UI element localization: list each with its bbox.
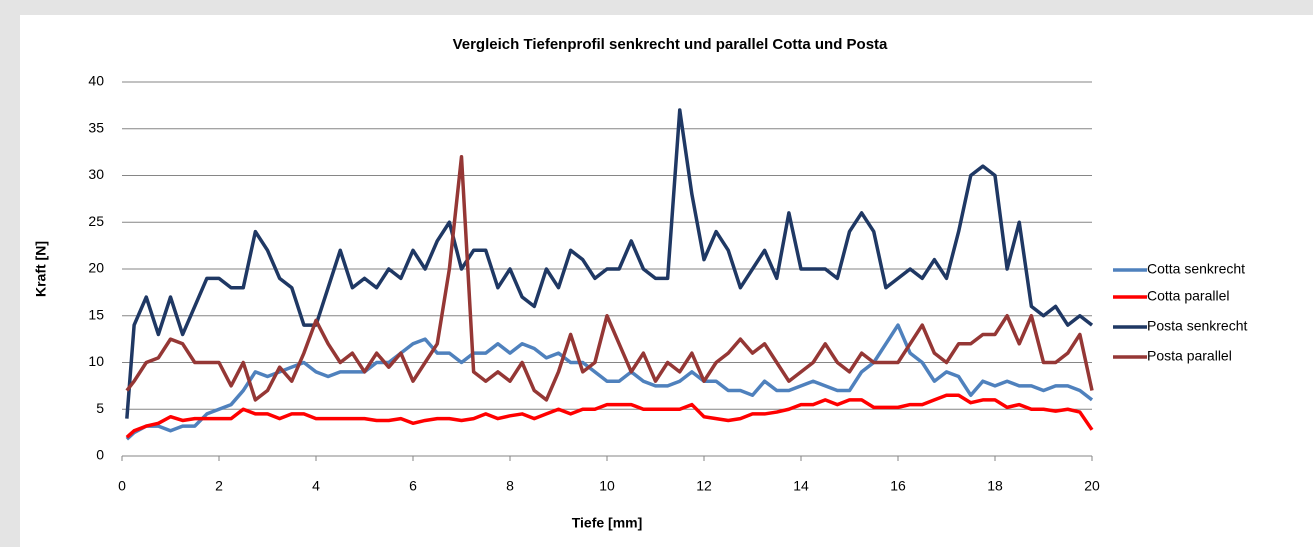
series-line xyxy=(125,108,1094,419)
x-tick-label: 14 xyxy=(793,478,809,494)
legend-label: Cotta parallel xyxy=(1147,288,1230,304)
chart-area xyxy=(20,15,1313,547)
series-line xyxy=(125,155,1094,402)
y-tick-label: 35 xyxy=(88,119,104,135)
x-tick-label: 2 xyxy=(215,478,223,494)
series-line xyxy=(125,393,1094,439)
y-axis-title: Kraft [N] xyxy=(33,241,49,297)
x-axis-title: Tiefe [mm] xyxy=(572,515,643,531)
x-tick-label: 18 xyxy=(987,478,1003,494)
x-tick-label: 6 xyxy=(409,478,417,494)
y-tick-label: 5 xyxy=(96,400,104,416)
y-tick-label: 15 xyxy=(88,306,104,322)
legend-label: Cotta senkrecht xyxy=(1147,261,1245,277)
legend-label: Posta senkrecht xyxy=(1147,318,1247,334)
x-tick-label: 10 xyxy=(599,478,615,494)
y-tick-label: 20 xyxy=(88,260,104,276)
x-tick-label: 16 xyxy=(890,478,906,494)
x-tick-label: 12 xyxy=(696,478,712,494)
x-tick-label: 20 xyxy=(1084,478,1100,494)
y-tick-label: 25 xyxy=(88,213,104,229)
y-tick-label: 40 xyxy=(88,73,104,89)
y-tick-label: 30 xyxy=(88,166,104,182)
y-tick-label: 10 xyxy=(88,353,104,369)
x-tick-label: 8 xyxy=(506,478,514,494)
legend-label: Posta parallel xyxy=(1147,348,1232,364)
y-tick-label: 0 xyxy=(96,447,104,463)
chart-title: Vergleich Tiefenprofil senkrecht und par… xyxy=(453,36,888,53)
x-tick-label: 0 xyxy=(118,478,126,494)
x-tick-label: 4 xyxy=(312,478,320,494)
